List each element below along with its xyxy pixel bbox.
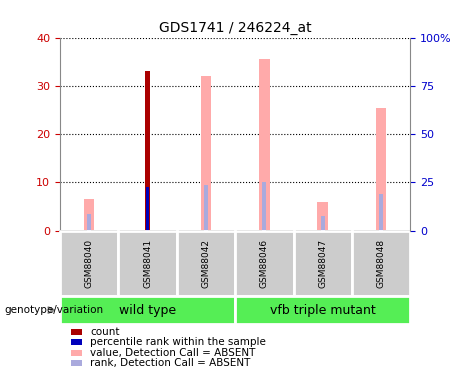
Bar <box>376 108 386 231</box>
Bar <box>177 231 235 296</box>
Bar <box>201 76 211 231</box>
Bar <box>294 231 352 296</box>
Bar <box>60 231 118 296</box>
Bar <box>235 296 410 324</box>
Bar <box>60 296 235 324</box>
Bar <box>352 231 410 296</box>
Text: genotype/variation: genotype/variation <box>5 305 104 315</box>
Bar <box>262 182 266 231</box>
Text: wild type: wild type <box>119 304 176 317</box>
Bar <box>318 202 328 231</box>
Bar <box>146 71 149 231</box>
Text: GSM88040: GSM88040 <box>85 239 94 288</box>
Bar <box>259 59 270 231</box>
Bar <box>321 216 325 231</box>
Text: GSM88047: GSM88047 <box>318 239 327 288</box>
Text: vfb triple mutant: vfb triple mutant <box>270 304 376 317</box>
Text: GSM88046: GSM88046 <box>260 239 269 288</box>
Text: count: count <box>90 327 119 337</box>
Text: GSM88041: GSM88041 <box>143 239 152 288</box>
Text: GSM88048: GSM88048 <box>377 239 385 288</box>
Bar <box>379 194 383 231</box>
Bar <box>87 214 91 231</box>
Bar <box>84 199 95 231</box>
Bar <box>118 231 177 296</box>
Text: percentile rank within the sample: percentile rank within the sample <box>90 338 266 347</box>
Bar <box>204 185 208 231</box>
Bar <box>146 187 149 231</box>
Text: GSM88042: GSM88042 <box>201 239 210 288</box>
Title: GDS1741 / 246224_at: GDS1741 / 246224_at <box>159 21 312 35</box>
Text: value, Detection Call = ABSENT: value, Detection Call = ABSENT <box>90 348 255 358</box>
Bar <box>235 231 294 296</box>
Text: rank, Detection Call = ABSENT: rank, Detection Call = ABSENT <box>90 358 250 368</box>
